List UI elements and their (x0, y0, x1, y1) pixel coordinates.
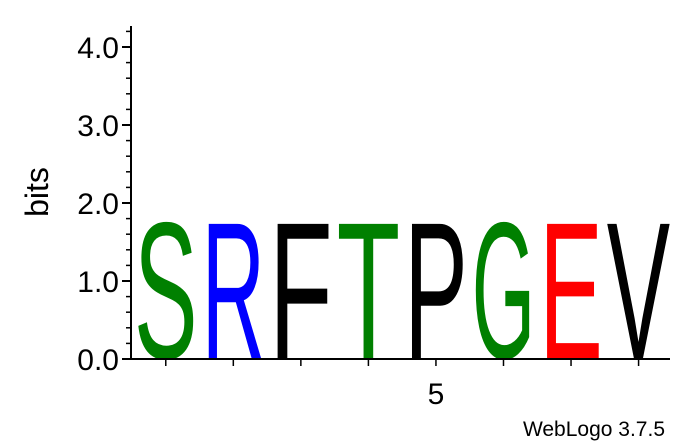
y-ticks: 0.0 1.0 2.0 3.0 4.0 (77, 30, 131, 377)
logo-letter-f: F (269, 183, 333, 400)
axes (130, 26, 670, 360)
x-tick-label: 5 (428, 378, 445, 411)
y-axis-label: bits (19, 167, 55, 217)
logo-letter-p: P (404, 181, 468, 400)
logo-letter-g: G (472, 182, 536, 400)
weblogo-credit: WebLogo 3.7.5 (523, 418, 665, 441)
y-tick-label: 1.0 (77, 266, 119, 299)
logo-letter-v: V (607, 182, 670, 399)
y-tick-label: 2.0 (77, 188, 119, 221)
y-tick-label: 3.0 (77, 110, 119, 143)
y-tick-label: 0.0 (77, 344, 119, 377)
logo-letter-s: S (134, 181, 198, 400)
y-tick-label: 4.0 (77, 32, 119, 65)
logo-letter-t: T (337, 183, 401, 400)
logo-letter-e: E (539, 181, 603, 400)
logo-letter-r: R (202, 183, 266, 401)
x-ticks: 5 (165, 359, 640, 411)
